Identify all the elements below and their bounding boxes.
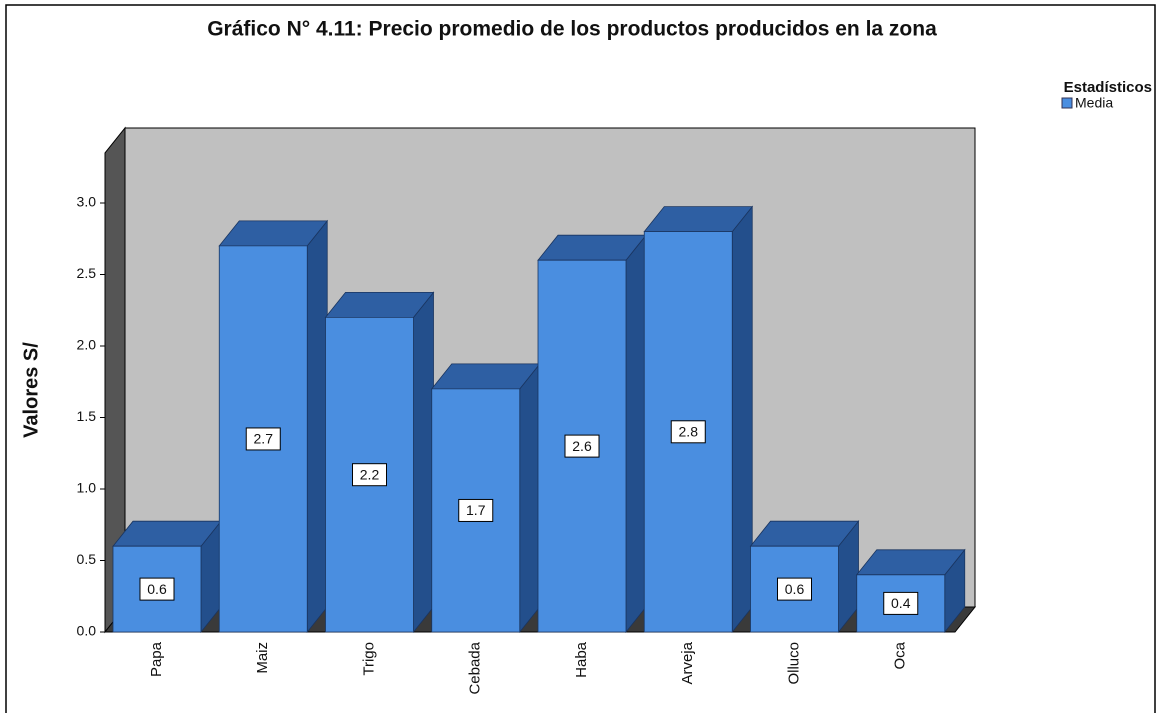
value-label-box [352,463,387,487]
y-tick-label: 0.0 [77,623,97,639]
x-tick-label: Maiz [254,642,271,674]
value-label: 2.7 [254,431,274,447]
y-tick-label: 2.5 [77,265,97,281]
bar [537,234,647,634]
x-tick-label: Trigo [360,642,377,676]
bar-side [625,234,647,634]
value-label: 0.4 [891,595,911,611]
legend-swatch [1061,97,1073,109]
value-label: 2.2 [360,466,380,482]
value-label: 2.8 [679,424,699,440]
y-tick-label: 2.0 [77,337,97,353]
chart-title: Gráfico N° 4.11: Precio promedio de los … [207,18,937,41]
bar [749,520,860,634]
value-label-box [139,577,175,601]
value-label: 1.7 [466,502,486,518]
bar [643,205,754,634]
x-tick-label: Papa [148,641,165,677]
x-tick-label: Olluco [785,642,802,685]
legend-label: Media [1075,95,1113,111]
value-label-box [245,427,281,451]
bar-side [413,291,434,634]
x-tick-label: Arveja [679,641,696,684]
bar [430,362,541,634]
bar-side [731,205,753,634]
y-tick-label: 1.0 [77,480,97,496]
y-tick-label: 3.0 [77,194,97,210]
value-label-box [458,498,494,522]
value-label-box [564,434,600,458]
bar-side [306,219,328,634]
value-label: 2.6 [572,438,592,454]
bar [324,291,435,634]
bar [855,548,966,634]
value-label: 0.6 [147,581,167,597]
value-label-box [883,591,919,615]
value-label-box [670,420,706,444]
value-label-box [777,577,812,601]
x-tick-label: Oca [892,641,909,669]
bar [218,219,329,634]
value-label: 0.6 [785,581,805,597]
legend-title: Estadísticos [1064,79,1152,96]
y-tick-label: 1.5 [77,408,97,424]
y-tick-label: 0.5 [77,551,97,567]
y-axis-label: Valores S/ [20,342,42,438]
x-tick-label: Haba [573,641,590,678]
x-tick-label: Cebada [467,641,484,694]
bar-side [519,362,541,634]
bar [112,520,222,634]
